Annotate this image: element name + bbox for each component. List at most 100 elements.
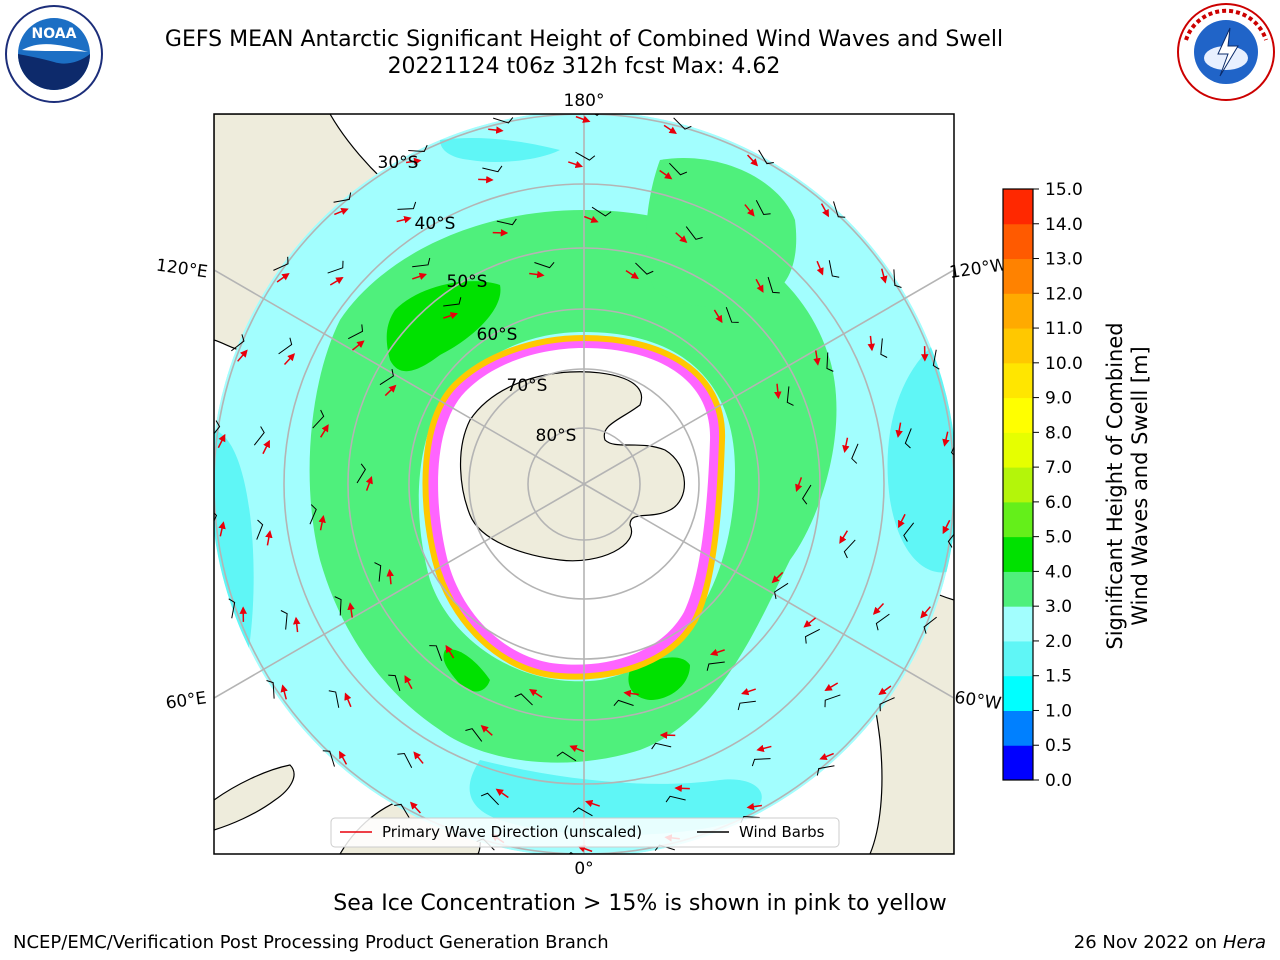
- wind-barb: [228, 598, 236, 619]
- wave-arrow: [872, 602, 885, 615]
- colorbar-tick-label: 11.0: [1045, 319, 1083, 339]
- wind-barb: [334, 596, 342, 616]
- wave-arrow: [709, 648, 725, 656]
- sea-ice-note: Sea Ice Concentration > 15% is shown in …: [333, 891, 947, 916]
- wind-barb: [312, 409, 325, 429]
- colorbar-tick-label: 0.5: [1045, 736, 1072, 756]
- wave-arrow: [659, 169, 673, 180]
- wind-barb: [482, 165, 503, 173]
- lat-label-80s: 80°S: [536, 426, 577, 446]
- footer-branch: NCEP/EMC/Verification Post Processing Pr…: [13, 932, 609, 953]
- wave-arrow: [713, 309, 723, 324]
- wave-arrow: [880, 268, 888, 284]
- lon-label-60w: 60°W: [953, 688, 1002, 714]
- wave-arrow: [820, 203, 829, 218]
- footer-date-text: 26 Nov 2022 on: [1073, 932, 1218, 953]
- wind-barb: [591, 206, 612, 217]
- wind-barb: [280, 610, 288, 630]
- wave-arrow: [755, 278, 764, 293]
- peak-wave-region: [386, 281, 501, 372]
- wind-barb: [826, 352, 834, 372]
- colorbar-segment: [1003, 328, 1033, 364]
- colorbar-tick-label: 1.5: [1045, 667, 1072, 687]
- legend-wave-label: Primary Wave Direction (unscaled): [382, 823, 642, 841]
- wave-arrow: [262, 439, 270, 455]
- wind-barb: [947, 533, 954, 548]
- wave-arrow: [319, 424, 329, 438]
- wind-barb: [851, 443, 859, 464]
- wave-arrow: [568, 160, 583, 169]
- wave-arrow: [756, 744, 772, 753]
- wind-barb: [572, 807, 593, 817]
- map-title: GEFS MEAN Antarctic Significant Height o…: [164, 27, 1004, 52]
- colorbar-segment: [1003, 293, 1033, 329]
- wave-arrow: [339, 750, 348, 765]
- wind-barb: [568, 852, 575, 854]
- wind-barb: [923, 616, 937, 634]
- map-subtitle: 20221124 t06z 312h fcst Max: 4.62: [387, 54, 781, 79]
- wave-arrow: [771, 571, 784, 584]
- wind-barb: [575, 151, 596, 161]
- wave-arrow: [352, 340, 365, 351]
- graticule: [214, 114, 954, 854]
- colorbar-label: Significant Height of Combined Wind Wave…: [1103, 322, 1152, 650]
- wind-barb: [635, 262, 654, 275]
- wind-barb: [755, 200, 771, 215]
- wind-barb: [673, 117, 692, 130]
- wave-arrow: [412, 272, 427, 280]
- wave-direction-arrows: [214, 114, 954, 854]
- wave-arrow: [365, 476, 373, 491]
- lat-label-60s: 60°S: [477, 325, 518, 345]
- antarctica-landmass: [459, 371, 685, 562]
- colorbar-segment: [1003, 745, 1033, 781]
- wave-arrow: [344, 692, 352, 708]
- wind-barb: [412, 257, 431, 268]
- wind-barb: [480, 792, 499, 806]
- wind-barb: [767, 276, 780, 294]
- lat-label-70s: 70°S: [507, 376, 548, 396]
- wind-barb: [374, 562, 382, 582]
- footer-machine: Hera: [1222, 932, 1266, 953]
- wave-arrow: [318, 515, 326, 531]
- wind-barb: [828, 260, 840, 278]
- wind-barb: [843, 539, 856, 559]
- wind-barb: [348, 324, 364, 340]
- wind-barb: [397, 753, 413, 768]
- wind-barb: [903, 522, 915, 542]
- wind-barb: [932, 349, 940, 370]
- wave-arrow: [529, 688, 543, 699]
- wind-barb: [266, 680, 275, 699]
- footer-date: 26 Nov 2022 on Hera: [1074, 932, 1266, 953]
- lon-label-0: 0°: [574, 859, 593, 879]
- wind-barb: [429, 645, 443, 662]
- wind-barb: [273, 256, 289, 271]
- wind-barb: [214, 420, 221, 435]
- wind-barb: [493, 117, 514, 124]
- wind-barb: [333, 192, 352, 203]
- madagascar-landmass: [214, 764, 295, 831]
- wave-arrow: [867, 335, 876, 352]
- wave-arrow: [744, 204, 755, 217]
- legend-barb-label: Wind Barbs: [739, 823, 825, 841]
- colorbar-tick-label: 14.0: [1045, 215, 1083, 235]
- wind-barb: [725, 306, 739, 323]
- wind-barb: [833, 201, 846, 218]
- wave-arrow: [409, 801, 422, 814]
- wind-barb: [328, 690, 340, 708]
- lon-label-120w: 120°W: [948, 255, 1008, 283]
- low-wave-region: [469, 760, 762, 835]
- wave-arrow: [674, 784, 690, 793]
- wind-barb: [950, 445, 954, 456]
- wave-arrow: [488, 126, 504, 134]
- wave-arrow: [480, 724, 493, 736]
- map-panel: [214, 114, 954, 854]
- low-wave-region: [440, 138, 560, 162]
- wave-arrow: [478, 175, 494, 184]
- wind-barb: [801, 484, 812, 505]
- wind-barb: [388, 674, 401, 692]
- wave-arrow: [813, 350, 821, 366]
- wind-barb: [253, 426, 265, 446]
- wave-arrow: [824, 682, 839, 691]
- map-frame: [213, 113, 955, 855]
